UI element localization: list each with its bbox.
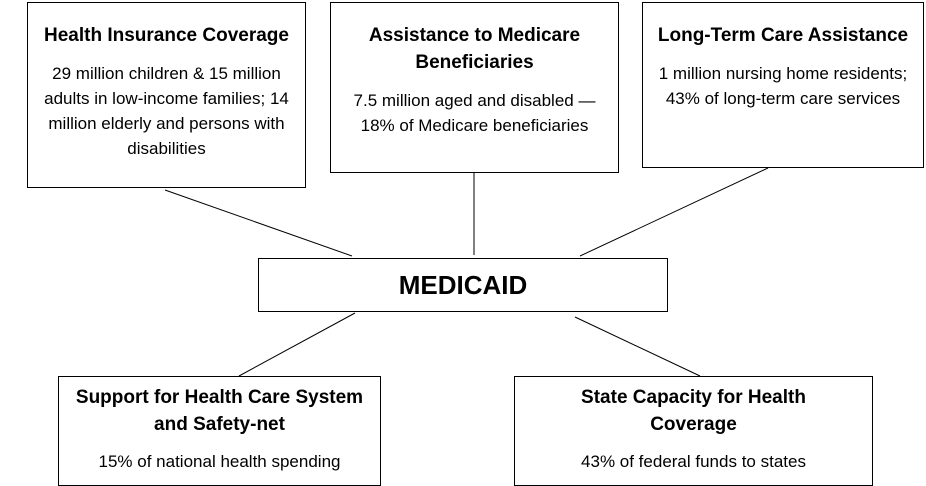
node-box: Support for Health Care System and Safet… <box>58 376 381 486</box>
connector <box>579 167 769 257</box>
node-text: 7.5 million aged and disabled — 18% of M… <box>353 91 596 135</box>
node-title: Support for Health Care System and Safet… <box>75 387 364 435</box>
node-box: Health Insurance Coverage 29 million chi… <box>27 2 306 188</box>
node-box: Assistance to Medicare Beneficiaries 7.5… <box>330 2 619 173</box>
connector <box>164 189 353 257</box>
node-title: Assistance to Medicare Beneficiaries <box>368 25 581 73</box>
node-text: 43% of federal funds to states <box>581 452 806 471</box>
node-box: Long-Term Care Assistance 1 million nurs… <box>642 2 924 168</box>
node-text: 1 million nursing home residents; 43% of… <box>658 64 908 108</box>
node-text: 15% of national health spending <box>98 452 341 471</box>
node-box: State Capacity for Health Coverage 43% o… <box>514 376 873 486</box>
connector <box>238 312 356 377</box>
connector <box>574 316 701 377</box>
node-title: State Capacity for Health Coverage <box>581 387 806 435</box>
center-node: MEDICAID <box>258 258 668 312</box>
node-title: Long-Term Care Assistance <box>657 25 909 46</box>
node-title: Health Insurance Coverage <box>44 25 289 46</box>
node-text: 29 million children & 15 million adults … <box>44 64 289 158</box>
